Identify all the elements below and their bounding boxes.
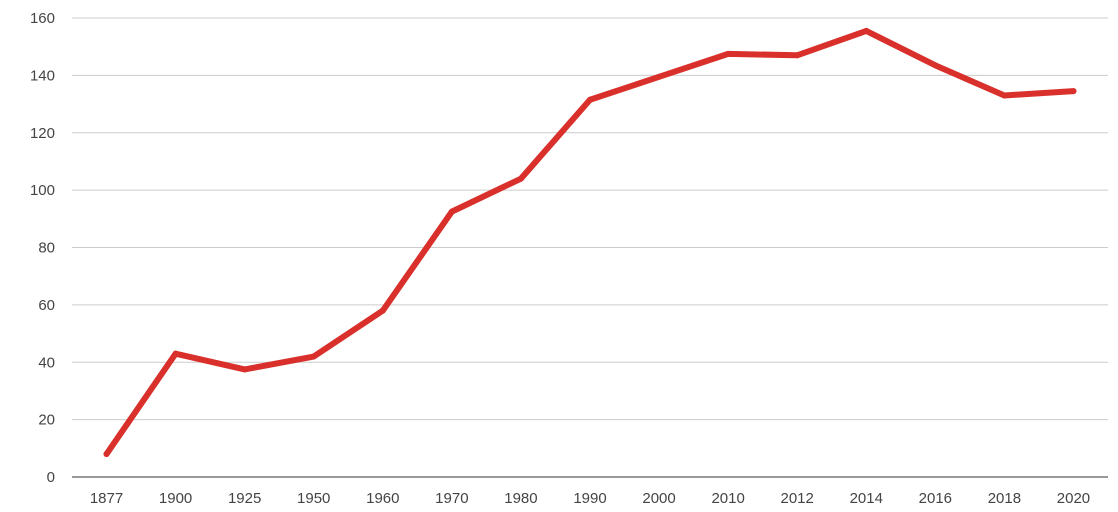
data-point-2020: [1070, 88, 1077, 95]
data-point-1877: [103, 451, 110, 458]
data-point-1980: [517, 175, 524, 182]
y-tick-label-120: 120: [30, 125, 55, 142]
series-line-0: [103, 27, 1077, 458]
y-tick-label-20: 20: [38, 412, 55, 429]
x-tick-label-1980: 1980: [504, 490, 537, 507]
data-point-1990: [587, 96, 593, 103]
y-tick-label-100: 100: [30, 182, 55, 199]
data-point-2016: [932, 62, 939, 69]
y-tick-label-0: 0: [47, 469, 55, 486]
data-point-2018: [1001, 92, 1008, 99]
x-tick-label-2018: 2018: [988, 490, 1021, 507]
x-tick-label-1925: 1925: [228, 490, 261, 507]
x-tick-label-2020: 2020: [1057, 490, 1090, 507]
data-point-2010: [725, 50, 732, 57]
x-tick-label-1970: 1970: [435, 490, 468, 507]
x-tick-label-1877: 1877: [90, 490, 123, 507]
y-tick-label-60: 60: [38, 297, 55, 314]
x-tick-label-2012: 2012: [781, 490, 814, 507]
y-tick-label-160: 160: [30, 10, 55, 27]
x-tick-label-2014: 2014: [850, 490, 883, 507]
x-tick-label-2016: 2016: [919, 490, 952, 507]
x-tick-label-1900: 1900: [159, 490, 192, 507]
data-point-1970: [448, 208, 455, 215]
x-tick-label-1950: 1950: [297, 490, 330, 507]
data-point-2012: [794, 52, 801, 59]
x-tick-label-2010: 2010: [711, 490, 744, 507]
data-point-2014: [863, 27, 870, 34]
tick-labels: 0 20 40 60 80 100 120 140 160 1877 1900 1925 1950 196…: [30, 10, 1090, 507]
x-tick-label-2000: 2000: [642, 490, 675, 507]
x-tick-label-1990: 1990: [573, 490, 606, 507]
y-tick-label-40: 40: [38, 354, 55, 371]
y-tick-label-140: 140: [30, 67, 55, 84]
x-tick-label-1960: 1960: [366, 490, 399, 507]
data-point-1950: [310, 353, 317, 360]
data-point-1900: [172, 350, 179, 357]
gridlines: [72, 17, 1108, 421]
series-layer: [103, 27, 1077, 458]
data-point-1925: [241, 366, 248, 373]
y-tick-label-80: 80: [38, 240, 55, 257]
data-point-1960: [379, 307, 386, 314]
data-point-2000: [656, 73, 663, 80]
